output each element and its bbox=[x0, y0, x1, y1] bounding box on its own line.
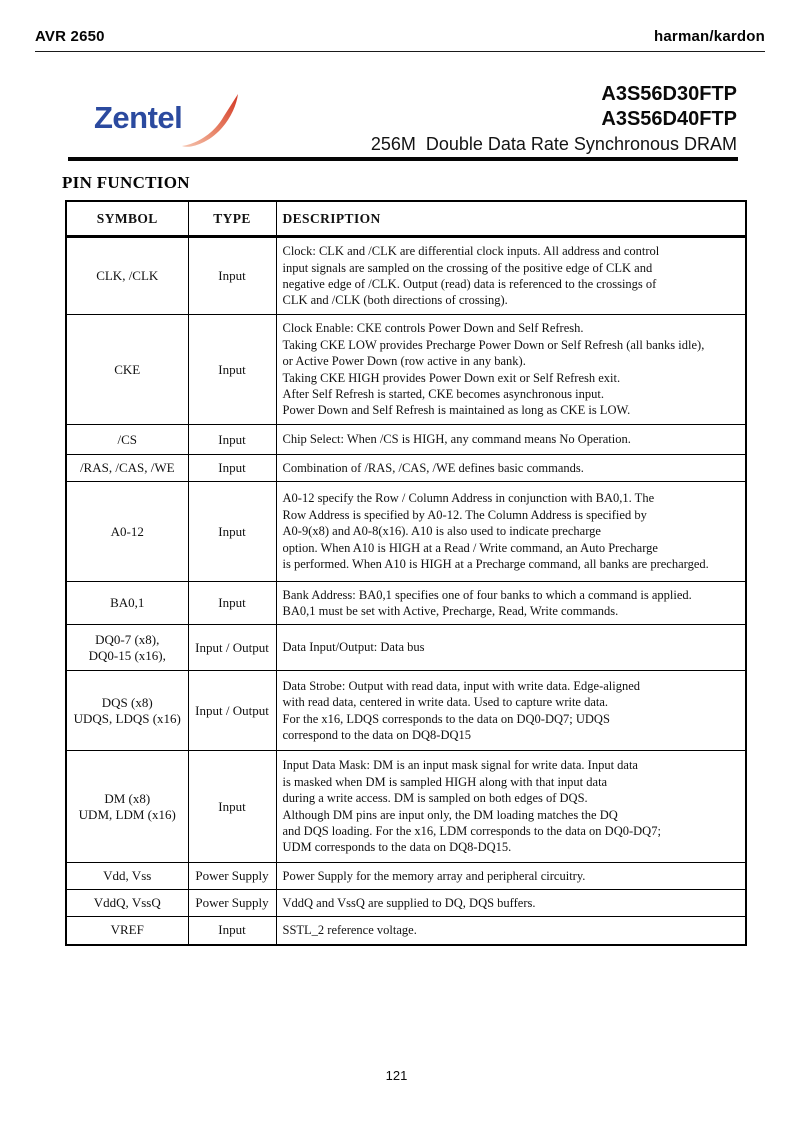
table-row: DQS (x8) UDQS, LDQS (x16) Input / Output… bbox=[65, 670, 747, 751]
description-cell: SSTL_2 reference voltage. bbox=[275, 916, 747, 945]
description-cell: Clock: CLK and /CLK are differential clo… bbox=[275, 236, 747, 315]
brand-name-harman-kardon: harman/kardon bbox=[654, 28, 765, 45]
description-cell: Clock Enable: CKE controls Power Down an… bbox=[275, 314, 747, 425]
description-cell: VddQ and VssQ are supplied to DQ, DQS bu… bbox=[275, 889, 747, 917]
product-subtitle: 256M Double Data Rate Synchronous DRAM bbox=[370, 134, 737, 154]
description-cell: Input Data Mask: DM is an input mask sig… bbox=[275, 750, 747, 863]
table-row: Vdd, Vss Power Supply Power Supply for t… bbox=[65, 862, 747, 890]
pin-function-table: SYMBOL TYPE DESCRIPTION CLK, /CLK Input … bbox=[65, 200, 747, 946]
zentel-swoosh-icon bbox=[182, 94, 238, 147]
description-cell: Data Strobe: Output with read data, inpu… bbox=[275, 670, 747, 751]
table-row: CLK, /CLK Input Clock: CLK and /CLK are … bbox=[65, 236, 747, 315]
type-cell: Power Supply bbox=[187, 862, 277, 890]
column-header-symbol: SYMBOL bbox=[65, 200, 189, 238]
type-cell: Input bbox=[187, 454, 277, 482]
symbol-cell: /CS bbox=[65, 424, 189, 455]
symbol-cell: VddQ, VssQ bbox=[65, 889, 189, 917]
table-row: BA0,1 Input Bank Address: BA0,1 specifie… bbox=[65, 581, 747, 625]
part-number-2: A3S56D40FTP bbox=[601, 108, 737, 130]
type-cell: Input bbox=[187, 581, 277, 625]
table-row: CKE Input Clock Enable: CKE controls Pow… bbox=[65, 314, 747, 425]
symbol-cell: VREF bbox=[65, 916, 189, 945]
model-number: AVR 2650 bbox=[35, 28, 105, 45]
part-number-1: A3S56D30FTP bbox=[601, 83, 737, 105]
description-cell: Data Input/Output: Data bus bbox=[275, 624, 747, 671]
description-cell: Chip Select: When /CS is HIGH, any comma… bbox=[275, 424, 747, 455]
table-row: A0-12 Input A0-12 specify the Row / Colu… bbox=[65, 481, 747, 582]
header-divider bbox=[35, 51, 765, 52]
table-row: VddQ, VssQ Power Supply VddQ and VssQ ar… bbox=[65, 889, 747, 917]
description-cell: Bank Address: BA0,1 specifies one of fou… bbox=[275, 581, 747, 625]
type-cell: Input bbox=[187, 424, 277, 455]
type-cell: Input / Output bbox=[187, 670, 277, 751]
table-row: /RAS, /CAS, /WE Input Combination of /RA… bbox=[65, 454, 747, 482]
symbol-cell: BA0,1 bbox=[65, 581, 189, 625]
symbol-cell: A0-12 bbox=[65, 481, 189, 582]
zentel-logo: Zentel bbox=[88, 88, 238, 154]
symbol-cell: Vdd, Vss bbox=[65, 862, 189, 890]
symbol-cell: /RAS, /CAS, /WE bbox=[65, 454, 189, 482]
part-number-block: A3S56D30FTP A3S56D40FTP bbox=[601, 82, 737, 132]
type-cell: Input / Output bbox=[187, 624, 277, 671]
table-row: VREF Input SSTL_2 reference voltage. bbox=[65, 916, 747, 945]
description-cell: Combination of /RAS, /CAS, /WE defines b… bbox=[275, 454, 747, 482]
page-number: 121 bbox=[385, 1068, 408, 1083]
type-cell: Input bbox=[187, 314, 277, 425]
type-cell: Input bbox=[187, 750, 277, 863]
symbol-cell: CKE bbox=[65, 314, 189, 425]
column-header-type: TYPE bbox=[187, 200, 277, 238]
table-row: /CS Input Chip Select: When /CS is HIGH,… bbox=[65, 424, 747, 455]
type-cell: Input bbox=[187, 236, 277, 315]
description-cell: A0-12 specify the Row / Column Address i… bbox=[275, 481, 747, 582]
running-header: AVR 2650 harman/kardon bbox=[35, 28, 765, 45]
column-header-description: DESCRIPTION bbox=[275, 200, 747, 238]
table-row: DM (x8) UDM, LDM (x16) Input Input Data … bbox=[65, 750, 747, 863]
symbol-cell: DQ0-7 (x8), DQ0-15 (x16), bbox=[65, 624, 189, 671]
type-cell: Power Supply bbox=[187, 889, 277, 917]
zentel-logo-text: Zentel bbox=[94, 100, 183, 135]
symbol-cell: DQS (x8) UDQS, LDQS (x16) bbox=[65, 670, 189, 751]
type-cell: Input bbox=[187, 916, 277, 945]
symbol-cell: DM (x8) UDM, LDM (x16) bbox=[65, 750, 189, 863]
type-cell: Input bbox=[187, 481, 277, 582]
table-header-row: SYMBOL TYPE DESCRIPTION bbox=[65, 200, 747, 238]
table-row: DQ0-7 (x8), DQ0-15 (x16), Input / Output… bbox=[65, 624, 747, 671]
symbol-cell: CLK, /CLK bbox=[65, 236, 189, 315]
title-divider bbox=[68, 157, 738, 161]
description-cell: Power Supply for the memory array and pe… bbox=[275, 862, 747, 890]
section-title: PIN FUNCTION bbox=[62, 173, 190, 192]
